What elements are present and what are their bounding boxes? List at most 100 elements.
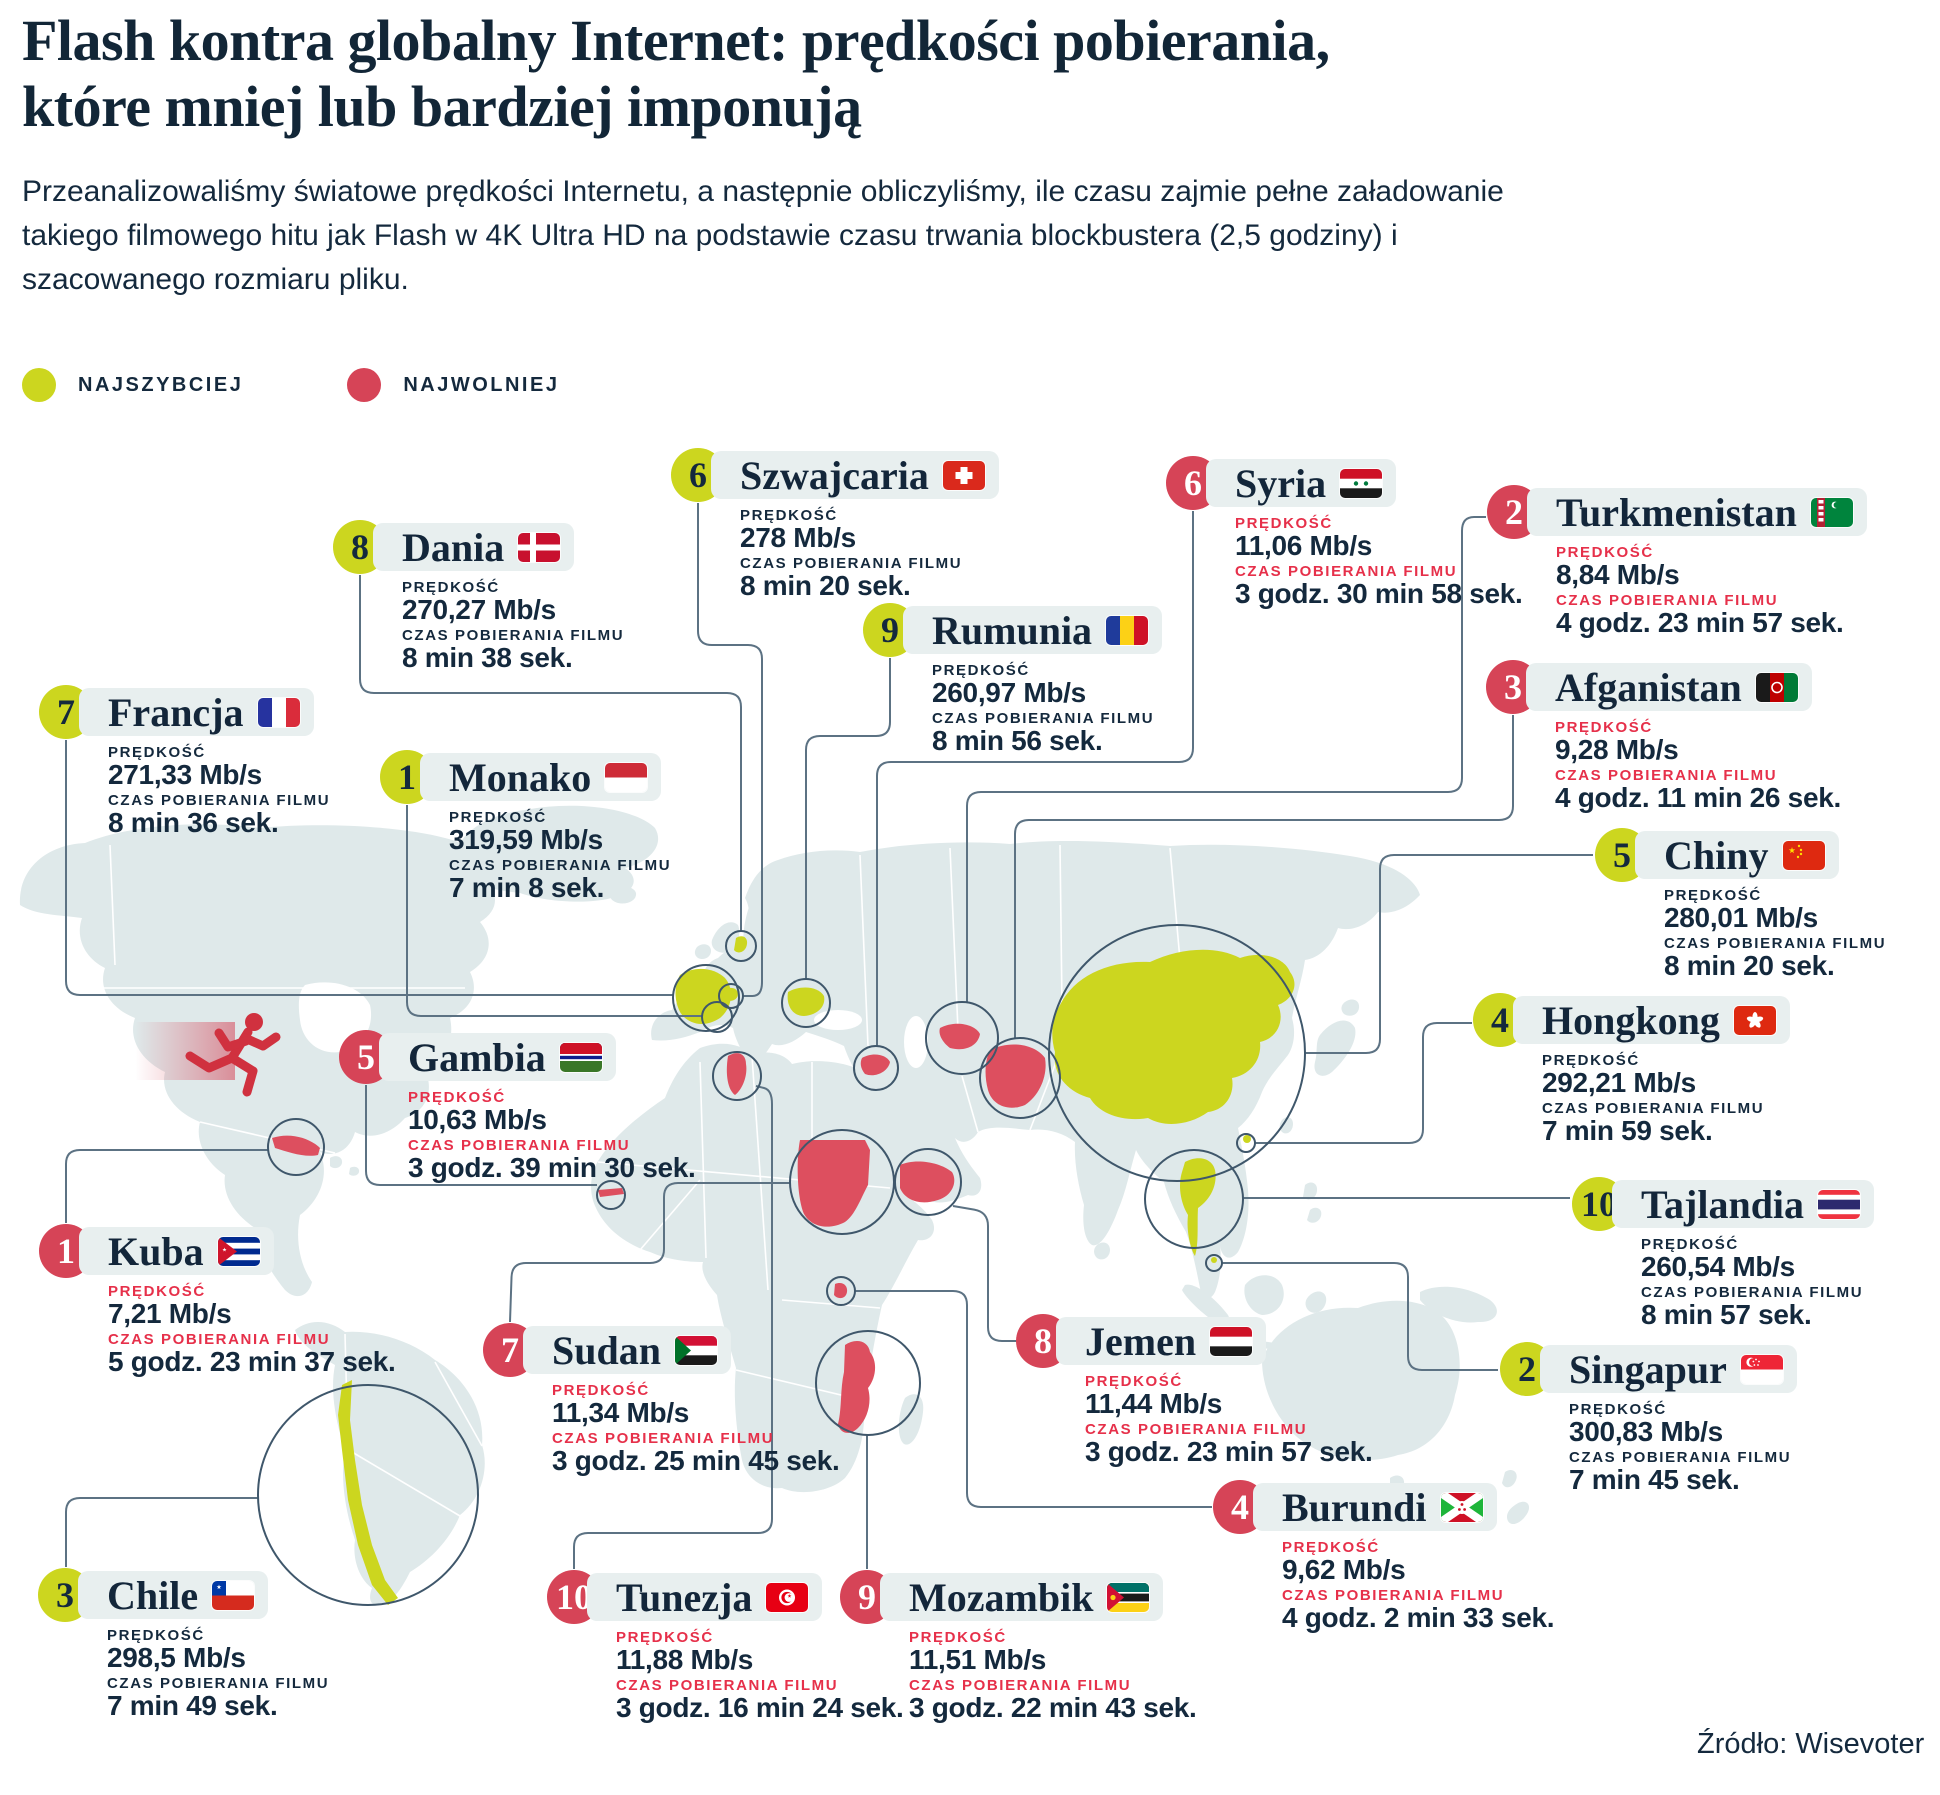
country-name: Afganistan bbox=[1555, 664, 1742, 710]
country-shape-turkmenistan bbox=[939, 1023, 980, 1050]
time-value: 3 godz. 22 min 43 sek. bbox=[909, 1692, 1197, 1723]
bi-flag-icon bbox=[1440, 1492, 1483, 1522]
time-label: CZAS POBIERANIA FILMU bbox=[552, 1430, 775, 1447]
connector-singapur bbox=[1222, 1262, 1498, 1371]
speed-value: 260,97 Mb/s bbox=[932, 677, 1086, 708]
country-pill: Chiny bbox=[1635, 831, 1839, 879]
country-name: Monako bbox=[449, 754, 592, 800]
tm-flag-icon bbox=[1810, 497, 1853, 527]
time-label: CZAS POBIERANIA FILMU bbox=[909, 1677, 1132, 1694]
map-circle-kuba bbox=[267, 1118, 325, 1176]
country-shape-chiny bbox=[1052, 949, 1295, 1124]
map-circle-chiny bbox=[1048, 924, 1306, 1182]
speed-label: PRĘDKOŚĆ bbox=[1569, 1401, 1667, 1418]
speed-label: PRĘDKOŚĆ bbox=[449, 809, 547, 826]
time-label: CZAS POBIERANIA FILMU bbox=[107, 1675, 330, 1692]
country-pill: Mozambik bbox=[880, 1573, 1164, 1621]
map-circle-gambia bbox=[596, 1180, 626, 1210]
speed-label: PRĘDKOŚĆ bbox=[909, 1629, 1007, 1646]
connector-dania bbox=[359, 575, 742, 931]
time-label: CZAS POBIERANIA FILMU bbox=[1085, 1421, 1308, 1438]
country-pill: Singapur bbox=[1540, 1345, 1797, 1393]
speed-label: PRĘDKOŚĆ bbox=[1235, 515, 1333, 532]
time-value: 8 min 20 sek. bbox=[740, 570, 911, 601]
country-name: Sudan bbox=[552, 1327, 661, 1373]
cn-flag-icon bbox=[1782, 840, 1825, 870]
speed-value: 8,84 Mb/s bbox=[1556, 559, 1680, 590]
connector-hongkong bbox=[1255, 1022, 1472, 1144]
country-shape-tunezja bbox=[726, 1053, 747, 1095]
time-value: 7 min 59 sek. bbox=[1542, 1115, 1713, 1146]
connector-turkmenistan bbox=[966, 516, 1486, 1002]
legend-fastest-label: NAJSZYBCIEJ bbox=[78, 373, 244, 396]
country-shape-sudan bbox=[797, 1140, 870, 1227]
speed-label: PRĘDKOŚĆ bbox=[932, 662, 1030, 679]
country-shape-gambia bbox=[598, 1188, 624, 1197]
mz-flag-icon bbox=[1107, 1582, 1150, 1612]
country-name: Chiny bbox=[1664, 832, 1769, 878]
speed-label: PRĘDKOŚĆ bbox=[402, 579, 500, 596]
time-value: 4 godz. 23 min 57 sek. bbox=[1556, 607, 1844, 638]
ro-flag-icon bbox=[1106, 615, 1149, 645]
country-shape-syria bbox=[860, 1054, 890, 1076]
tn-flag-icon bbox=[766, 1582, 809, 1612]
country-pill: Syria bbox=[1206, 459, 1397, 507]
connector-szwajcaria bbox=[697, 503, 763, 997]
connector-chiny bbox=[1305, 854, 1593, 1054]
speed-label: PRĘDKOŚĆ bbox=[616, 1629, 714, 1646]
country-name: Dania bbox=[402, 524, 505, 570]
country-pill: Hongkong bbox=[1513, 996, 1790, 1044]
connector-monako bbox=[406, 805, 702, 1017]
page-subtitle: Przeanalizowaliśmy światowe prędkości In… bbox=[22, 175, 1504, 296]
speed-value: 9,28 Mb/s bbox=[1555, 734, 1679, 765]
map-circle-afganistan bbox=[979, 1037, 1061, 1119]
speed-value: 298,5 Mb/s bbox=[107, 1642, 246, 1673]
dk-flag-icon bbox=[518, 532, 561, 562]
speed-value: 280,01 Mb/s bbox=[1664, 902, 1818, 933]
country-pill: Szwajcaria bbox=[711, 451, 999, 499]
country-pill: Sudan bbox=[523, 1326, 731, 1374]
th-flag-icon bbox=[1818, 1189, 1861, 1219]
flash-runner-illustration bbox=[135, 1013, 281, 1097]
speed-label: PRĘDKOŚĆ bbox=[108, 744, 206, 761]
ch-flag-icon bbox=[942, 460, 985, 490]
speed-value: 270,27 Mb/s bbox=[402, 594, 556, 625]
sd-flag-icon bbox=[674, 1335, 717, 1365]
connector-rumunia bbox=[805, 658, 891, 979]
time-value: 4 godz. 11 min 26 sek. bbox=[1555, 782, 1841, 813]
map-circle-francja bbox=[672, 964, 740, 1032]
speed-label: PRĘDKOŚĆ bbox=[1282, 1539, 1380, 1556]
speed-label: PRĘDKOŚĆ bbox=[1085, 1373, 1183, 1390]
connector-francja bbox=[65, 740, 673, 996]
time-label: CZAS POBIERANIA FILMU bbox=[1555, 767, 1778, 784]
time-value: 8 min 20 sek. bbox=[1664, 950, 1835, 981]
country-shape-rumunia bbox=[787, 987, 825, 1016]
time-label: CZAS POBIERANIA FILMU bbox=[1235, 563, 1458, 580]
time-label: CZAS POBIERANIA FILMU bbox=[1542, 1100, 1765, 1117]
time-label: CZAS POBIERANIA FILMU bbox=[108, 792, 331, 809]
legend-fastest-dot bbox=[22, 368, 56, 402]
country-pill: Rumunia bbox=[903, 606, 1163, 654]
time-value: 3 godz. 25 min 45 sek. bbox=[552, 1445, 840, 1476]
speed-label: PRĘDKOŚĆ bbox=[108, 1283, 206, 1300]
map-circle-burundi bbox=[826, 1276, 856, 1306]
hk-flag-icon bbox=[1733, 1005, 1776, 1035]
speed-value: 11,88 Mb/s bbox=[616, 1644, 754, 1675]
country-name: Burundi bbox=[1282, 1484, 1427, 1530]
mc-flag-icon bbox=[605, 762, 648, 792]
ye-flag-icon bbox=[1210, 1326, 1253, 1356]
country-name: Francja bbox=[108, 689, 244, 735]
country-name: Rumunia bbox=[932, 607, 1093, 653]
country-pill: Francja bbox=[79, 688, 314, 736]
speed-label: PRĘDKOŚĆ bbox=[1664, 887, 1762, 904]
country-pill: Gambia bbox=[379, 1033, 616, 1081]
country-name: Hongkong bbox=[1542, 997, 1720, 1043]
legend: NAJSZYBCIEJ NAJWOLNIEJ bbox=[22, 368, 559, 402]
map-circle-hongkong bbox=[1236, 1133, 1256, 1153]
country-pill: Tajlandia bbox=[1612, 1180, 1875, 1228]
speed-value: 9,62 Mb/s bbox=[1282, 1554, 1406, 1585]
speed-value: 10,63 Mb/s bbox=[408, 1104, 547, 1135]
legend-slowest-label: NAJWOLNIEJ bbox=[403, 373, 560, 396]
